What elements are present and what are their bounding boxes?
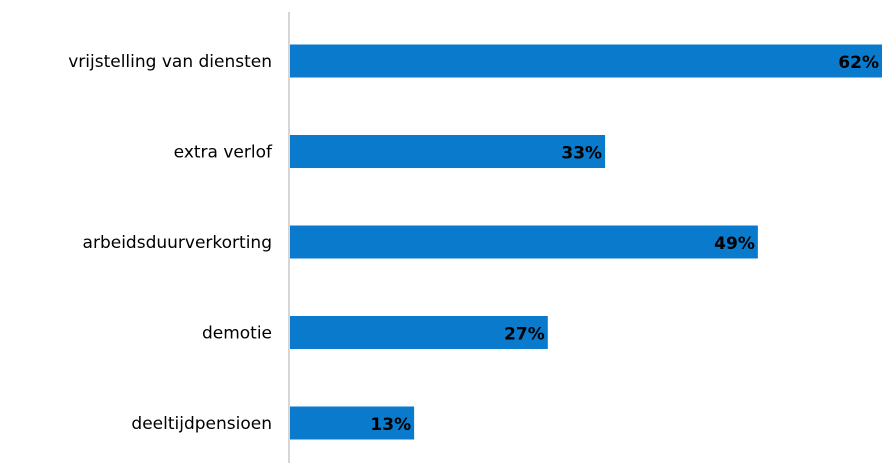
bar-2: [290, 225, 758, 259]
bar-group: vrijstelling van diensten 62% extra verlof…: [68, 44, 882, 440]
value-label-1: 33%: [561, 144, 602, 164]
value-label-3: 27%: [504, 325, 545, 345]
value-label-2: 49%: [714, 234, 755, 254]
bar-1: [290, 135, 606, 168]
category-label-4: deeltijdpensioen: [131, 414, 272, 434]
category-label-0: vrijstelling van diensten: [68, 52, 272, 72]
bar-0: [290, 44, 882, 78]
category-label-2: arbeidsduurverkorting: [83, 233, 272, 253]
bar-4: [290, 406, 415, 440]
value-label-0: 62%: [838, 53, 879, 73]
value-label-4: 13%: [370, 415, 411, 435]
bar-3: [290, 316, 548, 349]
category-label-1: extra verlof: [174, 143, 273, 163]
category-label-3: demotie: [202, 324, 272, 344]
